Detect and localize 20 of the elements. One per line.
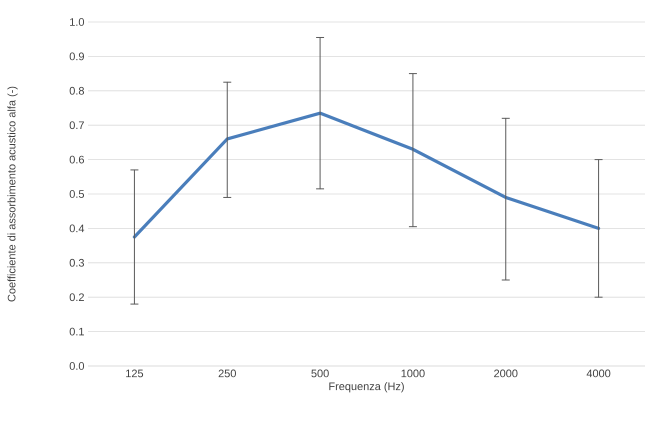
- y-tick-label: 0.5: [70, 190, 84, 198]
- x-axis-title: Frequenza (Hz): [329, 382, 404, 392]
- line-series: [132, 112, 600, 239]
- y-tick-label: 1.0: [70, 18, 84, 26]
- x-tick-label: 500: [311, 370, 329, 378]
- y-tick-label: 0.8: [70, 86, 84, 95]
- y-tick-label: 0.2: [70, 293, 84, 302]
- x-tick-label: 1000: [402, 370, 425, 378]
- y-axis-title: Coefficiente di assorbimento acustico alfa (-): [7, 86, 18, 302]
- x-tick-label: 4000: [586, 370, 610, 378]
- x-tick-label: 125: [126, 370, 144, 378]
- y-tick-label: 0.0: [70, 362, 84, 370]
- y-tick-label: 0.4: [70, 224, 84, 232]
- y-tick-label: 0.9: [70, 52, 84, 60]
- y-tick-label: 0.3: [70, 258, 84, 267]
- y-tick-label: 0.1: [70, 328, 84, 336]
- x-tick-label: 250: [218, 370, 236, 378]
- y-tick-label: 0.7: [70, 121, 84, 130]
- y-tick-label: 0.6: [70, 156, 84, 164]
- x-tick-label: 2000: [494, 370, 518, 378]
